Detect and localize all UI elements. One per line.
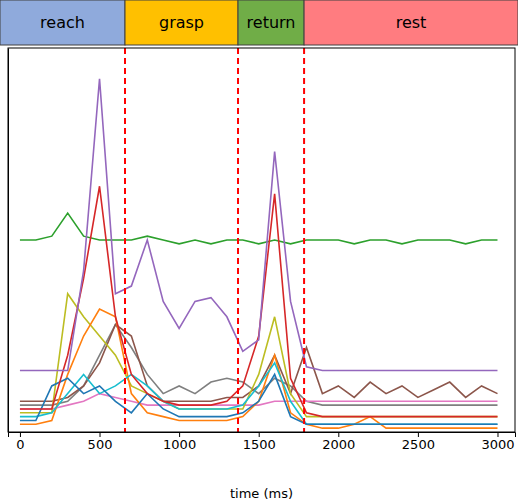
x-tick: 0	[16, 432, 24, 452]
x-axis: 0 500 1000 1500 2000 2500 3000	[9, 432, 516, 452]
x-tick: 2500	[402, 432, 435, 452]
x-tick-label: 0	[16, 437, 24, 452]
x-tick: 500	[88, 432, 113, 452]
x-tick: 1500	[243, 432, 276, 452]
phase-boundary	[237, 48, 239, 432]
phase-label: grasp	[159, 13, 204, 32]
x-tick: 3000	[481, 432, 514, 452]
plot-area	[20, 48, 498, 432]
phase-box	[0, 0, 125, 45]
series-line	[20, 294, 498, 417]
x-tick-label: 2000	[322, 437, 355, 452]
x-tick-label: 1500	[243, 437, 276, 452]
x-tick-label: 3000	[481, 437, 514, 452]
phase-boundary	[124, 48, 126, 432]
chart: reach grasp return rest 0 500 1000 1500 2000 2500…	[0, 0, 518, 504]
phase-label: rest	[396, 13, 427, 32]
series-line	[20, 309, 498, 428]
y-axis	[8, 49, 9, 433]
series-line	[20, 79, 498, 371]
phase-label: return	[247, 13, 296, 32]
x-axis-title: time (ms)	[230, 486, 293, 501]
phase-boundary	[303, 48, 305, 432]
x-tick: 1000	[163, 432, 196, 452]
series-line	[20, 186, 498, 416]
series-line	[20, 363, 498, 424]
y-axis-line	[8, 49, 9, 433]
x-tick-label: 1000	[163, 437, 196, 452]
x-tick-label: 2500	[402, 437, 435, 452]
phase-bar: reach grasp return rest	[0, 0, 518, 45]
phase-box	[238, 0, 304, 45]
x-tick-label: 500	[88, 437, 113, 452]
plot-frame	[8, 48, 515, 432]
x-tick: 2000	[322, 432, 355, 452]
phase-label: reach	[40, 13, 85, 32]
phase-box	[304, 0, 518, 45]
phase-box	[125, 0, 238, 45]
